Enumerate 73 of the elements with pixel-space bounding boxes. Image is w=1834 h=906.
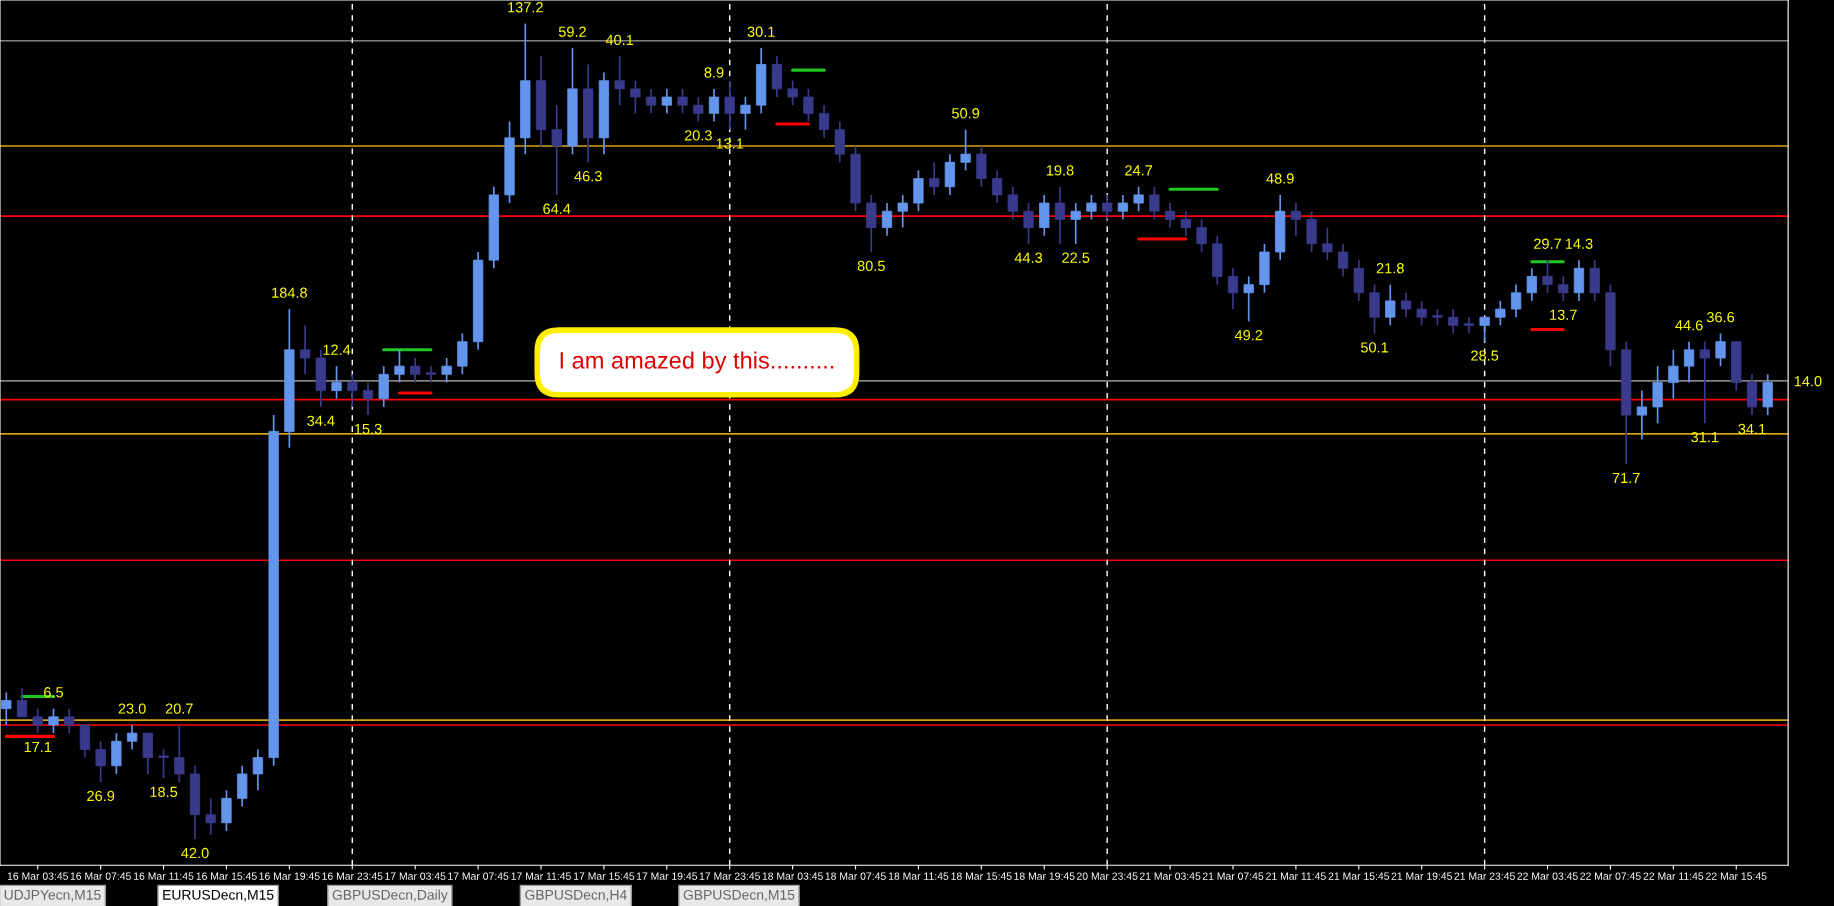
x-tick-label: 17 Mar 03:45 — [385, 872, 446, 880]
annotation: 22.5 — [1062, 252, 1090, 263]
annotation: 48.9 — [1266, 173, 1294, 184]
annotation: 24.7 — [1125, 165, 1153, 176]
x-tick-label: 16 Mar 23:45 — [322, 872, 383, 880]
text: GBPUSDecn,Daily — [332, 889, 448, 903]
x-tick-label: 17 Mar 23:45 — [699, 872, 760, 880]
annotation: 21.8 — [1376, 263, 1404, 274]
text: GBPUSDecn,M15 — [683, 889, 795, 902]
x-tick-label: 18 Mar 19:45 — [1014, 872, 1075, 880]
annotation: 44.6 — [1675, 320, 1703, 331]
annotation: 17.1 — [24, 741, 52, 753]
x-tick-label: 17 Mar 15:45 — [574, 872, 635, 880]
annotation: 184.8 — [272, 287, 307, 298]
annotation: 30.1 — [747, 26, 775, 37]
annotation: 46.3 — [574, 171, 602, 182]
x-tick-label: 22 Mar 11:45 — [1643, 872, 1704, 880]
x-tick-label: 21 Mar 19:45 — [1391, 872, 1452, 880]
annotation: 8.9 — [704, 67, 724, 78]
annotation: 15.3 — [354, 423, 382, 435]
annotation: 23.0 — [118, 703, 146, 714]
x-tick-label: 16 Mar 15:45 — [196, 872, 257, 880]
x-tick-label: 18 Mar 15:45 — [951, 872, 1012, 880]
annotation: 34.1 — [1738, 423, 1766, 435]
x-tick-label: 18 Mar 07:45 — [825, 872, 886, 880]
annotation: 20.7 — [165, 703, 193, 714]
x-tick-label: 16 Mar 07:45 — [70, 872, 131, 880]
x-tick-label: 21 Mar 03:45 — [1139, 872, 1201, 880]
text: EURUSDecn,M15 — [163, 889, 274, 902]
x-tick-label: 21 Mar 23:45 — [1454, 872, 1515, 880]
annotation: 64.4 — [543, 203, 571, 214]
annotation: 13.7 — [1550, 309, 1577, 320]
x-tick-label: 22 Mar 07:45 — [1580, 872, 1641, 880]
annotation: 26.9 — [87, 790, 115, 802]
annotation: 29.7 — [1534, 238, 1561, 249]
annotation: 40.1 — [605, 34, 634, 46]
annotation: 44.3 — [1014, 252, 1043, 263]
annotation: I am amazed by this.......... — [560, 351, 834, 374]
annotation: 18.5 — [150, 786, 178, 798]
annotation: 34.4 — [307, 415, 335, 426]
x-tick-label: 18 Mar 03:45 — [762, 872, 823, 880]
annotation: 36.6 — [1706, 311, 1735, 323]
x-tick-label: 21 Mar 07:45 — [1202, 872, 1264, 880]
x-tick-label: 21 Mar 11:45 — [1266, 872, 1326, 880]
annotation: 20.3 — [684, 130, 712, 141]
annotation: 12.4 — [323, 344, 351, 355]
annotation: 31.1 — [1691, 431, 1719, 443]
annotation: 42.0 — [181, 847, 209, 859]
x-tick-label: 16 Mar 19:45 — [259, 872, 320, 880]
annotation: 28.5 — [1471, 350, 1499, 361]
x-tick-label: 17 Mar 19:45 — [636, 872, 698, 880]
text: 14.0 — [1794, 376, 1822, 387]
text: UDJPYecn,M15 — [4, 890, 101, 902]
x-tick-label: 22 Mar 15:45 — [1706, 872, 1767, 880]
annotation: 50.1 — [1360, 342, 1389, 353]
annotation: 71.7 — [1612, 472, 1640, 483]
annotation: 59.2 — [558, 26, 586, 37]
annotation: 137.2 — [508, 2, 543, 13]
x-tick-label: 22 Mar 03:45 — [1517, 872, 1578, 880]
x-tick-label: 18 Mar 11:45 — [888, 872, 949, 880]
x-tick-label: 21 Mar 15:45 — [1328, 872, 1390, 880]
x-tick-label: 16 Mar 11:45 — [134, 872, 194, 880]
annotation: 80.5 — [857, 260, 885, 272]
annotation: 19.8 — [1046, 165, 1074, 176]
annotation: 50.9 — [952, 108, 980, 119]
x-tick-label: 17 Mar 11:45 — [511, 872, 571, 880]
annotation: 14.3 — [1565, 238, 1593, 249]
annotation: 49.2 — [1234, 330, 1263, 341]
x-tick-label: 20 Mar 23:45 — [1077, 872, 1138, 880]
x-tick-label: 17 Mar 07:45 — [448, 872, 509, 880]
x-tick-label: 16 Mar 03:45 — [7, 872, 68, 880]
text: GBPUSDecn,H4 — [525, 889, 627, 902]
annotation: 6.5 — [44, 687, 63, 698]
